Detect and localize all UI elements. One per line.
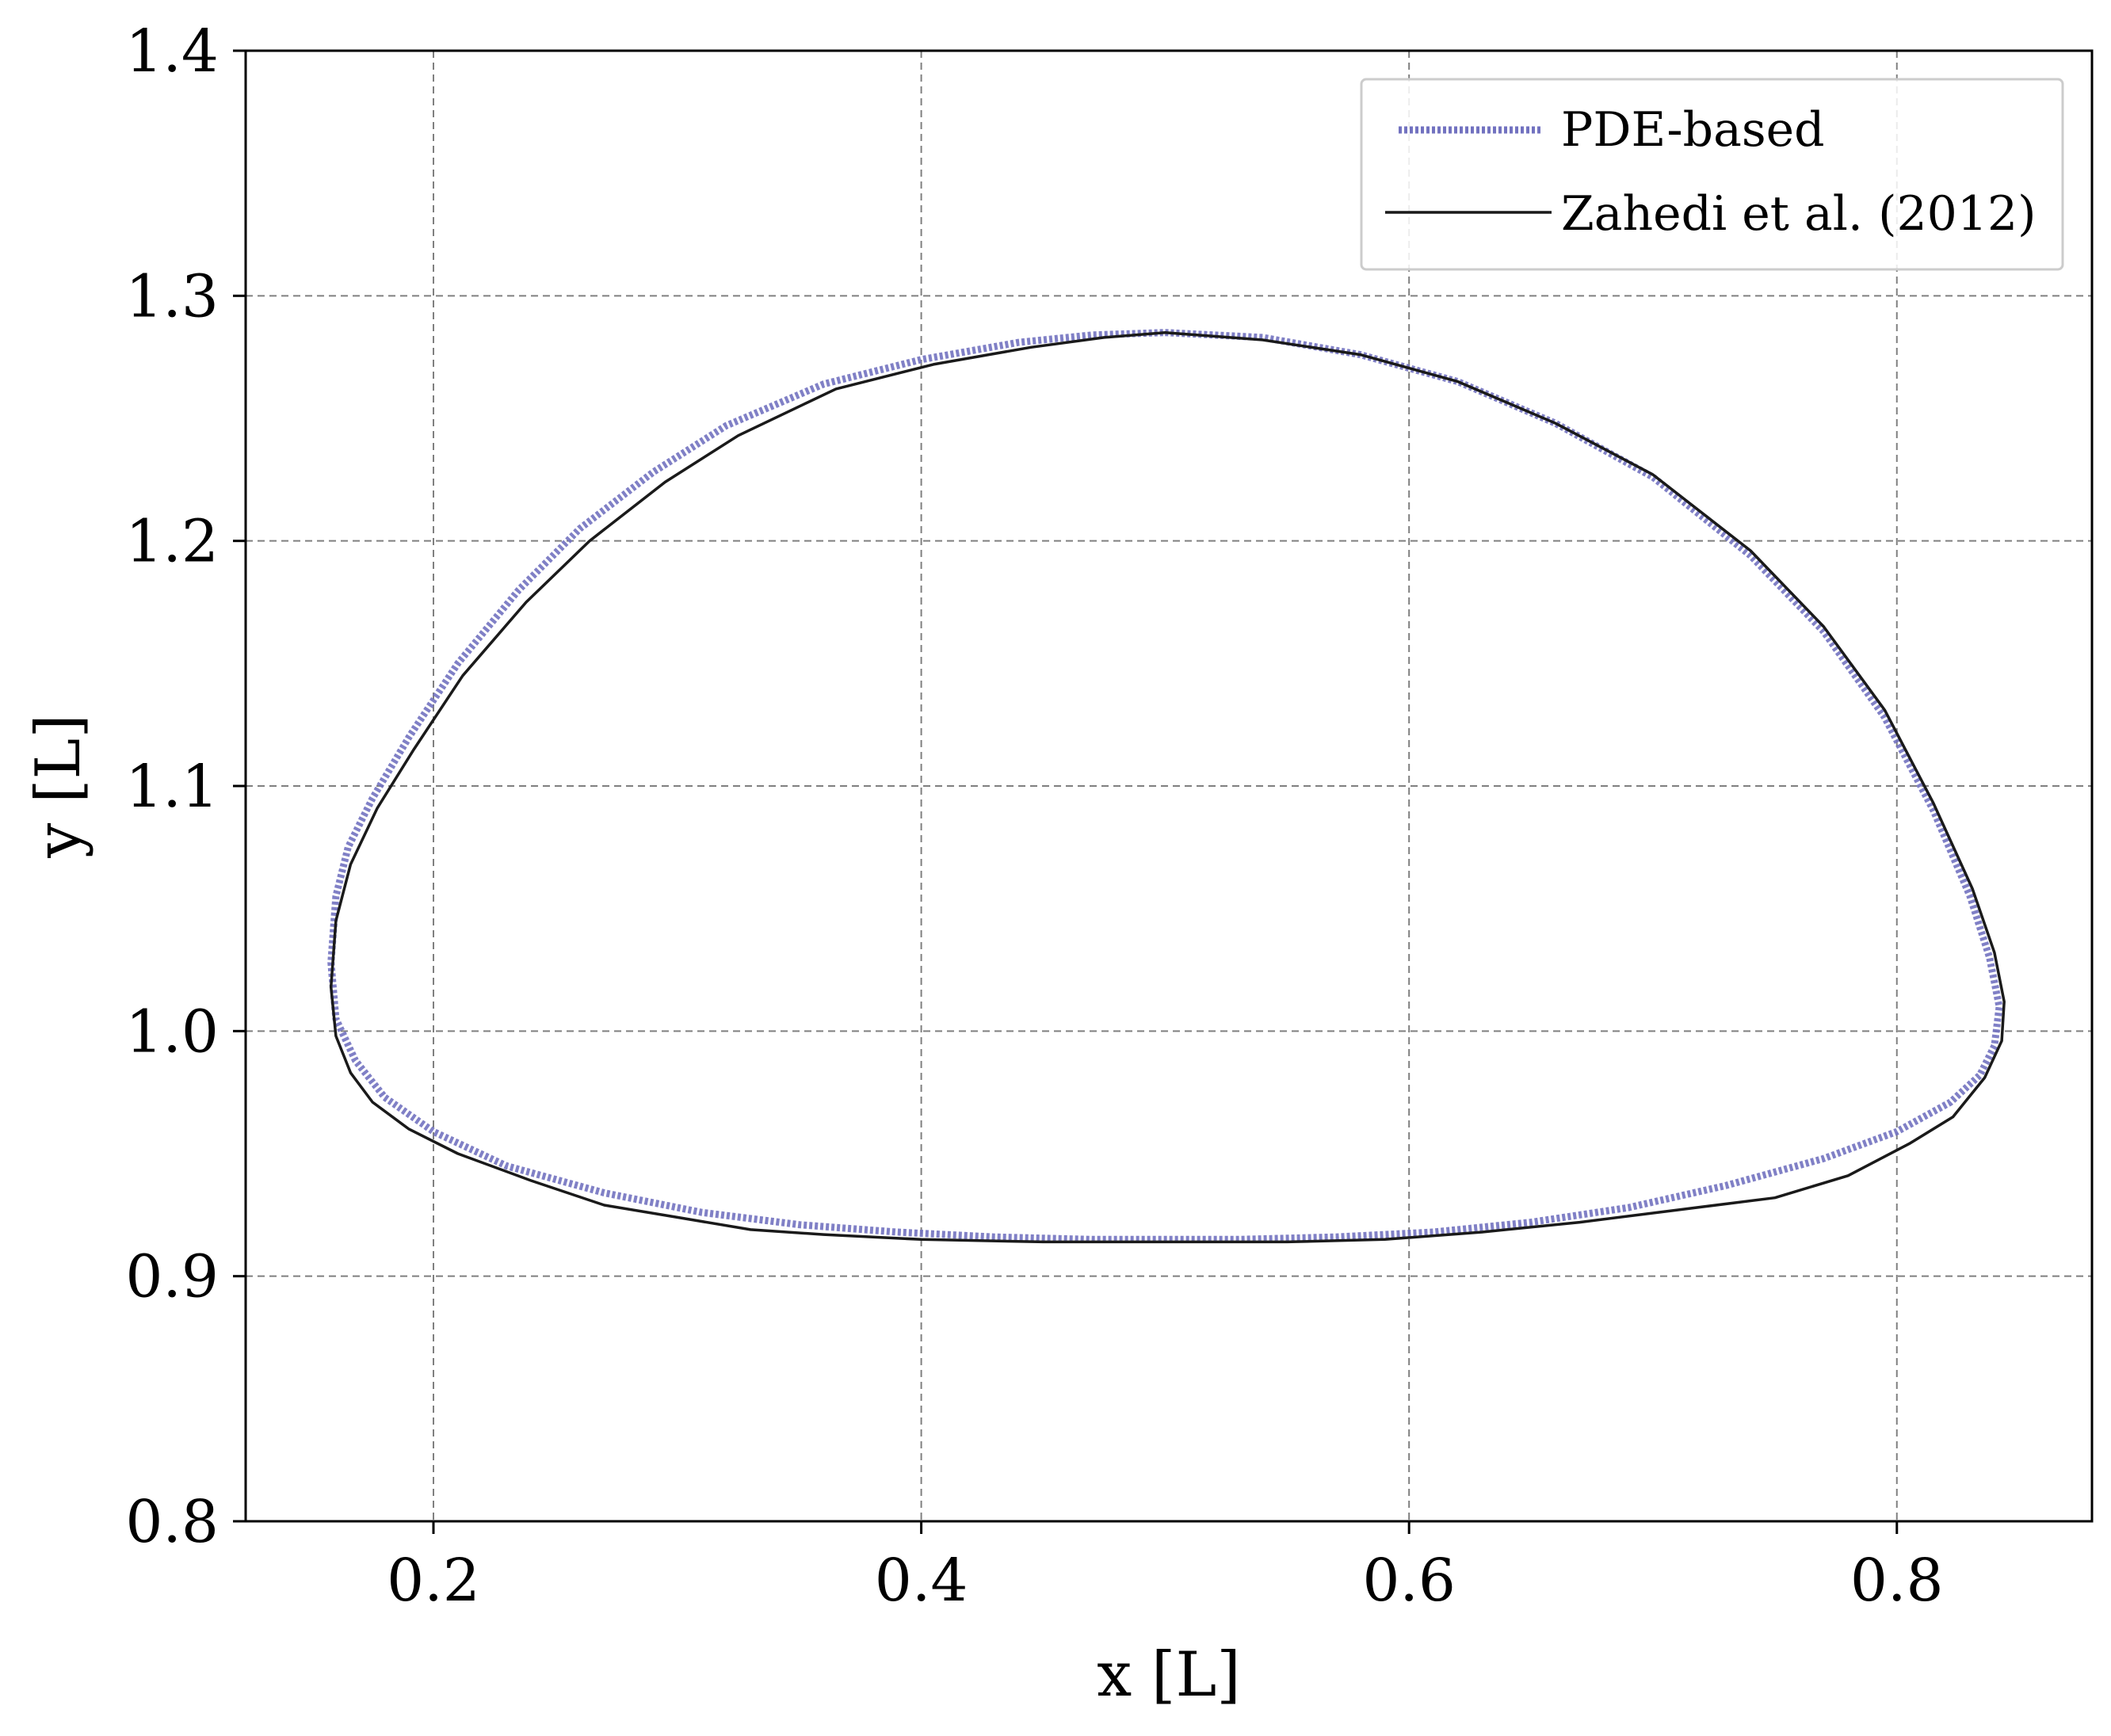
legend: PDE-based Zahedi et al. (2012)	[1360, 78, 2064, 271]
y-axis-label: y [L]	[23, 714, 94, 859]
x-tick-label: 0.4	[875, 1547, 968, 1615]
legend-box	[1360, 78, 2064, 271]
ticks: 0.2 0.4 0.6 0.8 0.8 0.9 1.0 1.1 1.2 1.3 1.4	[125, 17, 1943, 1615]
y-tick-label: 1.1	[125, 753, 219, 821]
x-axis-label: x [L]	[1097, 1639, 1240, 1711]
series-layer	[327, 329, 2006, 1244]
series-line-pde-based	[327, 329, 2003, 1243]
series-line-zahedi	[329, 330, 2006, 1244]
y-tick-label: 0.9	[125, 1243, 219, 1311]
legend-label-pde-based: PDE-based	[1561, 102, 1825, 158]
y-tick-label: 1.0	[125, 998, 219, 1066]
y-tick-label: 1.2	[125, 508, 219, 576]
y-tick-label: 1.3	[125, 262, 219, 330]
x-tick-label: 0.8	[1850, 1547, 1944, 1615]
legend-label-zahedi: Zahedi et al. (2012)	[1561, 186, 2037, 242]
x-tick-label: 0.2	[387, 1547, 480, 1615]
y-tick-label: 0.8	[125, 1488, 219, 1556]
x-tick-label: 0.6	[1362, 1547, 1456, 1615]
y-tick-label: 1.4	[125, 17, 219, 86]
